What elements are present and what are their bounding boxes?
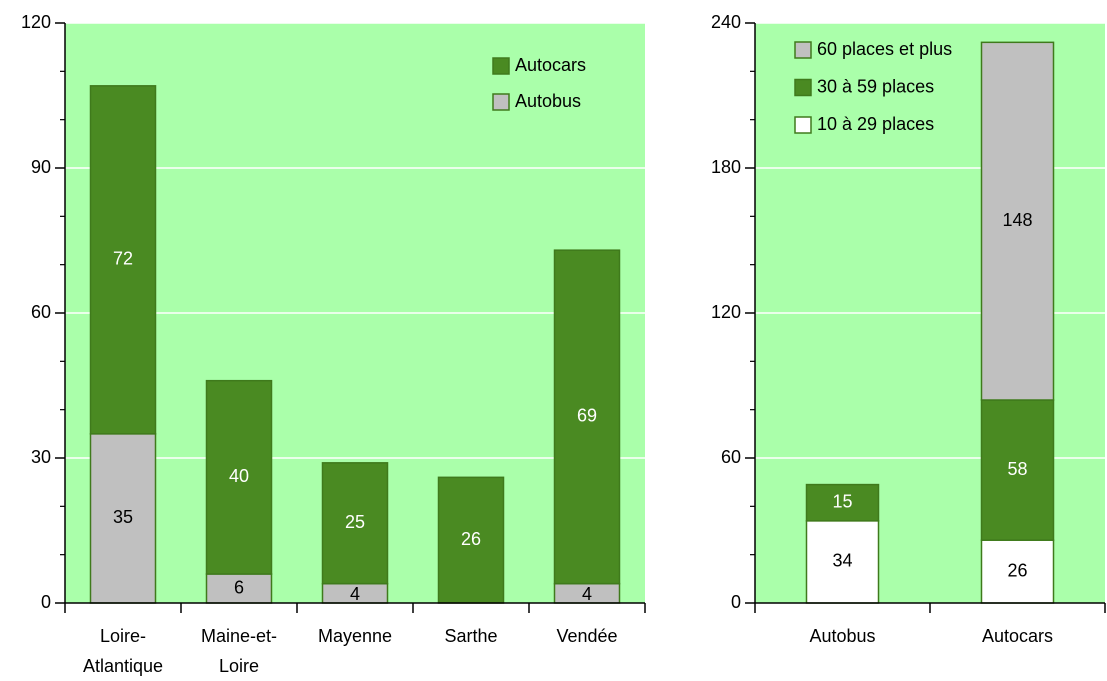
x-tick-label: Autobus (809, 626, 875, 646)
legend-label: 60 places et plus (817, 39, 952, 59)
legend-label: Autobus (515, 91, 581, 111)
bar-segment (980, 539, 1055, 604)
x-tick-label: Mayenne (318, 626, 392, 646)
bar-segment (553, 249, 621, 585)
legend-label: 10 à 29 places (817, 114, 934, 134)
y-tick-label: 60 (31, 302, 51, 322)
data-label: 26 (1007, 560, 1027, 580)
data-label: 25 (345, 512, 365, 532)
data-label: 4 (350, 584, 360, 604)
x-tick-label: Sarthe (444, 626, 497, 646)
legend-swatch (794, 41, 812, 59)
data-label: 26 (461, 529, 481, 549)
y-tick-label: 120 (711, 302, 741, 322)
data-label: 58 (1007, 459, 1027, 479)
legend-swatch (492, 57, 510, 75)
y-tick-label: 120 (21, 12, 51, 32)
legend-label: 30 à 59 places (817, 76, 934, 96)
y-tick-label: 0 (41, 592, 51, 612)
x-tick-label: Maine-et-Loire (201, 626, 277, 676)
data-label: 40 (229, 466, 249, 486)
y-tick-label: 240 (711, 12, 741, 32)
y-tick-label: 90 (31, 157, 51, 177)
legend-label: Autocars (515, 55, 586, 75)
bar-segment (437, 476, 505, 604)
bar-segment (205, 379, 273, 575)
legend-swatch (794, 78, 812, 97)
x-tick-label: Vendée (556, 626, 617, 646)
x-tick-label: Loire-Atlantique (83, 626, 163, 676)
bar-segment (805, 483, 880, 522)
data-label: 35 (113, 507, 133, 527)
y-tick-label: 30 (31, 447, 51, 467)
data-label: 69 (577, 406, 597, 426)
bar-segment (980, 399, 1055, 541)
data-label: 148 (1002, 210, 1032, 230)
legend-swatch (492, 93, 510, 111)
data-label: 4 (582, 584, 592, 604)
x-tick-label: Autocars (982, 626, 1053, 646)
bar-segment (321, 462, 389, 585)
data-label: 6 (234, 577, 244, 597)
bar-segment (89, 85, 157, 435)
legend-swatch (794, 116, 812, 134)
bar-segment (805, 520, 880, 604)
y-tick-label: 0 (731, 592, 741, 612)
data-label: 15 (832, 491, 852, 511)
y-tick-label: 60 (721, 447, 741, 467)
data-label: 72 (113, 249, 133, 269)
data-label: 34 (832, 551, 852, 571)
bar-segment (980, 41, 1055, 401)
y-tick-label: 180 (711, 157, 741, 177)
